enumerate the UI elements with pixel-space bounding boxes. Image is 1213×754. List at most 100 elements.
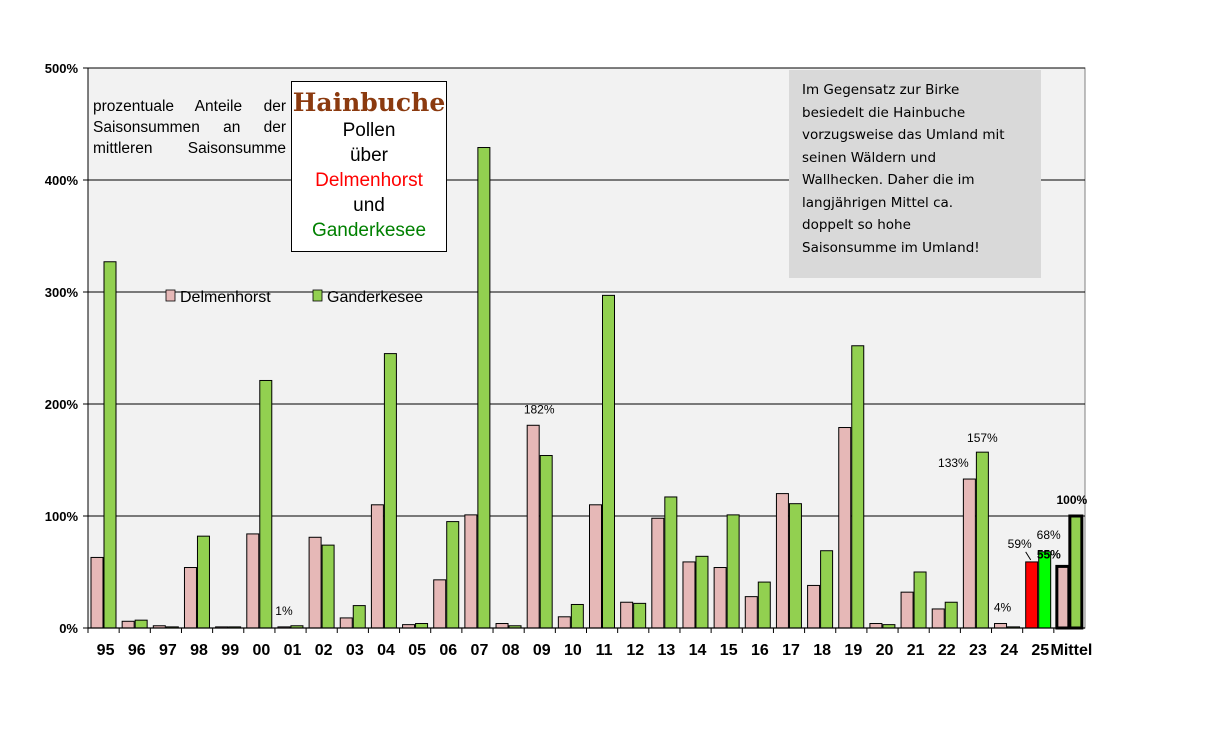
bar-ganderkesee — [975, 451, 989, 629]
data-label-leader — [1025, 551, 1032, 561]
x-tick-label: 13 — [657, 642, 675, 659]
bar-delmenhorst — [682, 561, 696, 629]
data-label: 55% — [1037, 547, 1061, 561]
y-tick-label: 100% — [45, 509, 79, 524]
bar-ganderkesee — [757, 581, 771, 629]
x-tick-label: 16 — [751, 642, 769, 659]
data-label: 100% — [1056, 493, 1087, 507]
bar-ganderkesee — [446, 521, 460, 629]
bar-delmenhorst — [620, 601, 634, 629]
bar-delmenhorst — [931, 608, 945, 629]
note-line: Im Gegensatz zur Birke — [802, 82, 960, 98]
x-tick-label: Mittel — [1051, 642, 1093, 659]
legend-label-ganderkesee: Ganderkesee — [327, 289, 423, 306]
x-tick-label: 10 — [564, 642, 582, 659]
bar-ganderkesee — [539, 455, 553, 629]
x-tick-label: 24 — [1000, 642, 1018, 659]
title-location-delmenhorst: Delmenhorst — [315, 170, 423, 191]
bar-ganderkesee — [570, 603, 584, 629]
bar-delmenhorst — [744, 596, 758, 629]
bar-delmenhorst — [900, 591, 914, 629]
description-text: prozentuale Anteile der Saisonsummen an … — [93, 96, 286, 159]
x-tick-label: 06 — [439, 642, 457, 659]
bar-ganderkesee — [913, 571, 927, 629]
bar-ganderkesee — [602, 294, 615, 629]
y-tick-label: 200% — [45, 397, 79, 412]
data-label: 182% — [524, 402, 555, 416]
bar-ganderkesee — [788, 503, 802, 629]
x-tick-label: 14 — [689, 642, 707, 659]
bar-delmenhorst — [1055, 564, 1071, 630]
axis-layer: 0% 100% 200% 300% 400% 500% 95 96 97 98 99 00 01 02 03… — [45, 61, 1093, 659]
bar-ganderkesee — [103, 261, 117, 629]
x-tick-label: 04 — [377, 642, 395, 659]
bar-delmenhorst — [246, 533, 260, 629]
note-box: Im Gegensatz zur Birke besiedelt die Hai… — [789, 70, 1041, 278]
note-line: vorzugsweise das Umland mit — [802, 127, 1005, 143]
x-tick-label: 17 — [782, 642, 800, 659]
bar-delmenhorst — [589, 504, 602, 629]
bar-delmenhorst — [121, 620, 135, 629]
data-label: 4% — [994, 601, 1012, 615]
legend-label-delmenhorst: Delmenhorst — [180, 289, 271, 306]
bar-delmenhorst — [713, 567, 727, 629]
x-tick-label: 01 — [284, 642, 302, 659]
description-line: Saisonsummen an der — [93, 119, 286, 136]
y-tick-label: 400% — [45, 173, 79, 188]
x-tick-label: 05 — [408, 642, 426, 659]
bar-delmenhorst — [962, 478, 976, 629]
bar-delmenhorst — [433, 579, 447, 629]
bar-ganderkesee — [321, 544, 335, 629]
label-layer: 1% 182% 133% 157% 4% 59% 68% 55% 100% — [275, 402, 1087, 618]
note-line: langjährigen Mittel ca. — [802, 194, 954, 211]
bar-delmenhorst — [183, 567, 197, 629]
legend: Delmenhorst Ganderkesee — [165, 289, 423, 306]
bar-delmenhorst — [1025, 561, 1039, 629]
x-tick-label: 03 — [346, 642, 364, 659]
bar-ganderkesee — [1068, 514, 1084, 630]
title-line-ueber: über — [349, 145, 389, 166]
y-tick-label: 300% — [45, 285, 79, 300]
bar-delmenhorst — [775, 493, 789, 629]
bar-ganderkesee — [1038, 551, 1052, 629]
bar-ganderkesee — [134, 619, 148, 629]
bar-delmenhorst — [526, 424, 540, 629]
x-tick-label: 22 — [938, 642, 956, 659]
description-line: mittleren Saisonsumme — [93, 140, 286, 157]
bar-delmenhorst — [651, 517, 665, 629]
note-line: Wallhecken. Daher die im — [802, 172, 975, 188]
bar-layer — [90, 147, 1084, 630]
data-label: 59% — [1008, 537, 1032, 551]
note-line: seinen Wäldern und — [802, 149, 937, 166]
bar-delmenhorst — [994, 623, 1008, 629]
data-label: 157% — [967, 431, 998, 445]
bar-delmenhorst — [464, 514, 478, 629]
bar-ganderkesee — [352, 605, 366, 629]
bar-ganderkesee — [851, 345, 865, 629]
x-tick-label: 11 — [596, 642, 613, 659]
bar-delmenhorst — [807, 584, 821, 629]
bar-delmenhorst — [495, 623, 509, 629]
x-tick-label: 19 — [844, 642, 862, 659]
x-tick-label: 96 — [128, 642, 146, 659]
note-line: besiedelt die Hainbuche — [802, 104, 966, 121]
bar-delmenhorst — [308, 536, 322, 629]
bar-ganderkesee — [726, 514, 740, 629]
bar-delmenhorst — [557, 616, 571, 629]
data-label: 68% — [1037, 528, 1061, 542]
bar-ganderkesee — [383, 353, 397, 629]
bar-ganderkesee — [259, 379, 273, 629]
title-line-pollen: Pollen — [342, 120, 396, 141]
bar-ganderkesee — [196, 535, 210, 629]
x-tick-label: 99 — [221, 642, 239, 659]
bar-ganderkesee — [415, 623, 429, 629]
chart-title: Hainbuche — [292, 88, 446, 117]
bar-delmenhorst — [339, 617, 353, 629]
y-tick-label: 500% — [45, 61, 79, 76]
data-label: 133% — [938, 456, 969, 470]
description-line: prozentuale Anteile der — [93, 98, 286, 115]
bar-ganderkesee — [820, 550, 834, 629]
note-line: doppelt so hohe — [802, 217, 911, 233]
legend-swatch-delmenhorst — [165, 289, 176, 302]
bar-delmenhorst — [90, 556, 104, 629]
